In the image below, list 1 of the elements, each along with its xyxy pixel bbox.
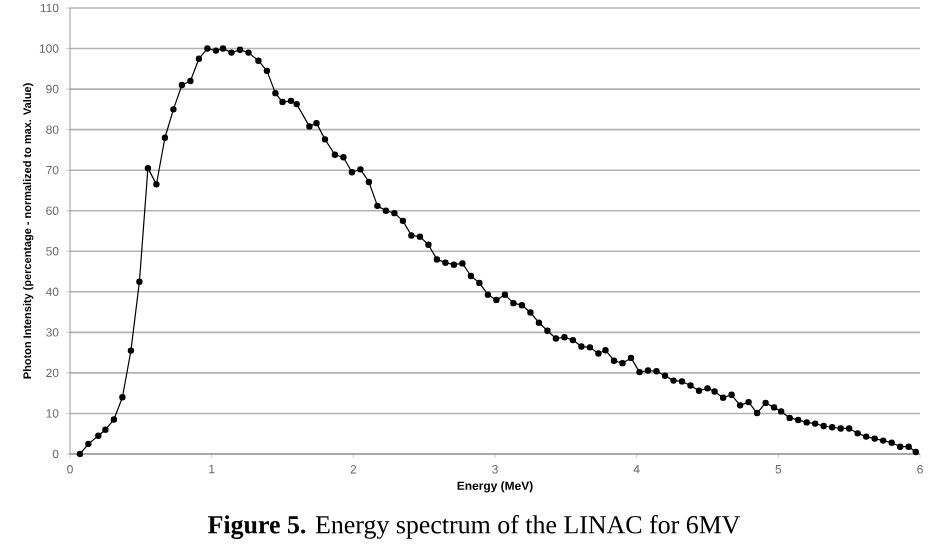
text: Figure 5. Energy spectrum of the LINAC for 6MV: [208, 514, 741, 539]
